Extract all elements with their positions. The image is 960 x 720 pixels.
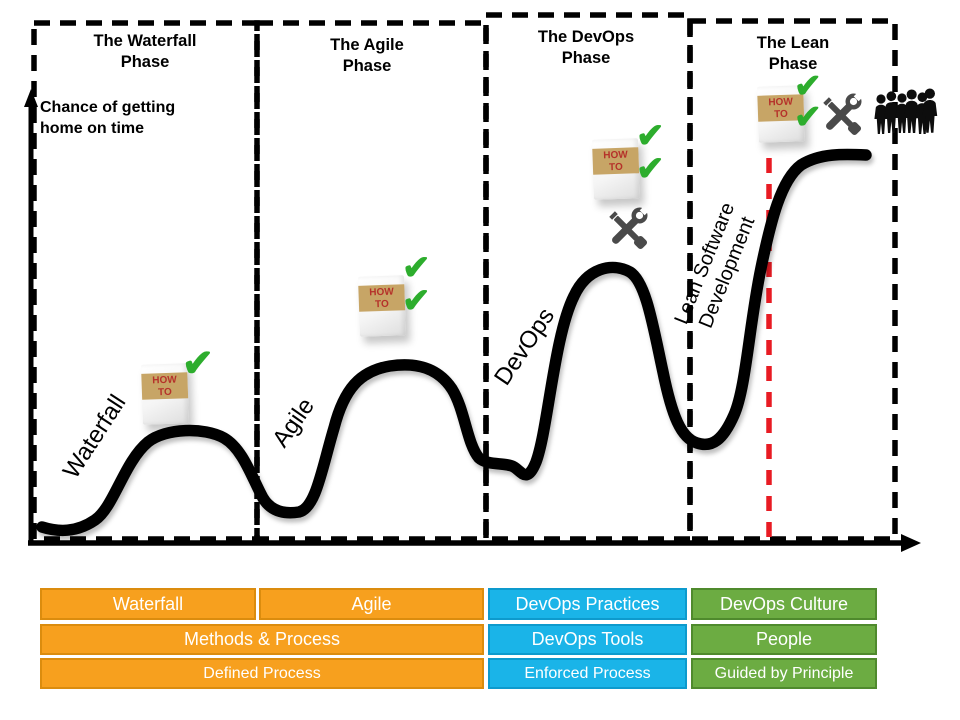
y-axis-arrow-icon: [24, 89, 38, 107]
table-cell-methods-process: Methods & Process: [40, 624, 484, 655]
phase-title-waterfall: The Waterfall Phase: [93, 32, 197, 71]
phase-title-devops: The DevOps Phase: [537, 28, 635, 67]
check-icon: ✔: [636, 150, 665, 188]
check-icon: ✔: [402, 282, 431, 320]
table-cell-waterfall: Waterfall: [40, 588, 256, 620]
happiness-curve: [36, 148, 872, 537]
y-axis-label: Chance of getting home on time: [40, 99, 176, 137]
phase-title-agile: The Agile Phase: [330, 36, 404, 75]
x-axis: [28, 534, 921, 552]
table-cell-agile: Agile: [259, 588, 484, 620]
check-icon: ✔: [182, 343, 214, 385]
table-cell-people: People: [691, 624, 877, 655]
tools-icon: [609, 204, 651, 250]
check-icons: ✔ ✔: [794, 67, 822, 135]
check-icon: ✔: [182, 343, 214, 385]
table-cell-devops-culture: DevOps Culture: [691, 588, 877, 620]
table-cell-devops-practices: DevOps Practices: [488, 588, 687, 620]
check-icon: ✔: [402, 249, 431, 287]
table-cell-defined-process: Defined Process: [40, 658, 484, 689]
check-icons: ✔ ✔: [402, 249, 431, 320]
table-cell-guided-by-principle: Guided by Principle: [691, 658, 877, 689]
how-to-book-label: HOW TO: [358, 284, 406, 312]
how-to-book-label: HOW TO: [592, 147, 640, 175]
people-icon: [874, 88, 938, 134]
check-icon: ✔: [794, 67, 822, 104]
how-to-book-icon: HOW TO: [357, 275, 407, 337]
y-axis: [24, 89, 38, 543]
table-cell-enforced-process: Enforced Process: [488, 658, 687, 689]
check-icon: ✔: [636, 117, 665, 155]
check-icons: ✔ ✔: [636, 117, 665, 188]
table-cell-devops-tools: DevOps Tools: [488, 624, 687, 655]
phase-box-agile: [254, 20, 489, 542]
tools-icon: [823, 90, 865, 136]
x-axis-arrow-icon: [901, 534, 921, 552]
how-to-book-icon: HOW TO: [591, 138, 641, 200]
check-icon: ✔: [794, 98, 822, 135]
phase-title-lean: The Lean Phase: [756, 34, 830, 73]
